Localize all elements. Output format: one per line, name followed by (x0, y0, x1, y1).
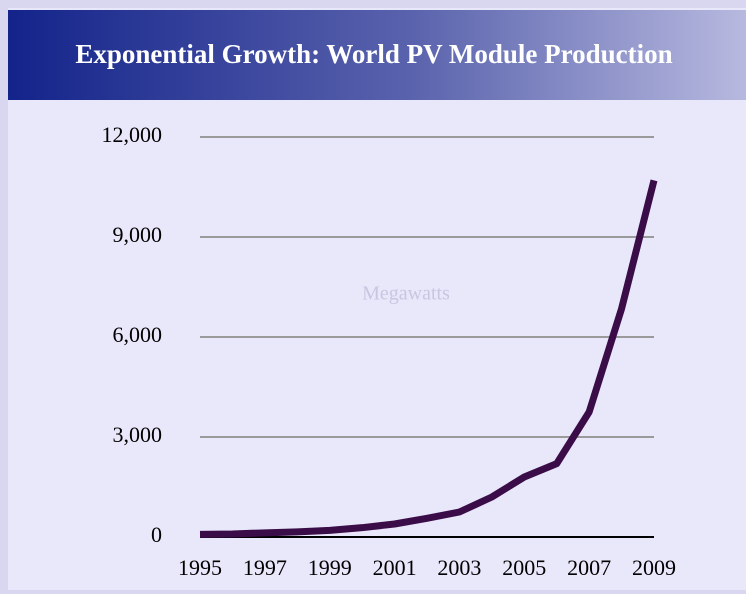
x-tick-label: 2007 (567, 555, 611, 580)
x-tick-label: 1995 (178, 555, 222, 580)
title-bar (8, 10, 746, 100)
y-tick-label: 6,000 (113, 322, 163, 347)
x-tick-label: 1997 (243, 555, 287, 580)
y-tick-label: 3,000 (113, 422, 163, 447)
x-tick-label: 2009 (632, 555, 676, 580)
series-line (199, 179, 658, 538)
y-tick-label: 9,000 (113, 222, 163, 247)
x-tick-label: 2005 (502, 555, 546, 580)
chart-title: Exponential Growth: World PV Module Prod… (75, 39, 672, 69)
axis-annotation: Megawatts (362, 283, 450, 305)
x-tick-label: 2001 (373, 555, 417, 580)
y-tick-label: 12,000 (102, 122, 163, 147)
x-tick-label: 2003 (437, 555, 481, 580)
y-tick-label: 0 (151, 522, 162, 547)
x-tick-label: 1999 (308, 555, 352, 580)
